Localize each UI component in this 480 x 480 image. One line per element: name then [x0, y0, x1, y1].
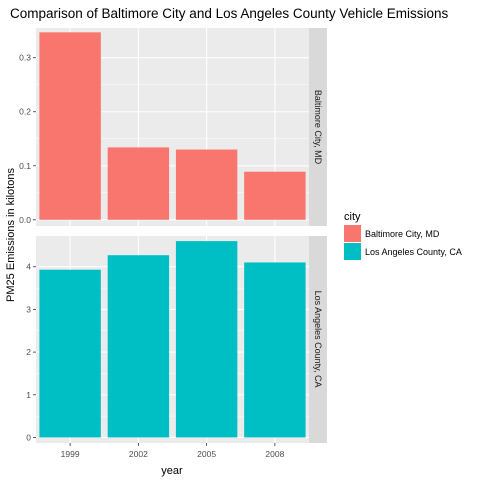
- y-tick-label-los-angeles: 3: [26, 304, 31, 314]
- legend: city Baltimore City, MD Los Angeles Coun…: [344, 211, 462, 260]
- bar-los-angeles-2002: [107, 255, 170, 438]
- chart-title: Comparison of Baltimore City and Los Ang…: [10, 6, 448, 21]
- y-tick-label-baltimore: 0.1: [19, 161, 31, 171]
- bars-layer: [39, 32, 306, 438]
- x-tick-label-2002: 2002: [129, 449, 148, 459]
- x-tick-label-1999: 1999: [61, 449, 80, 459]
- bar-baltimore-2005: [175, 149, 238, 220]
- ticks-layer: 0.0 0.1 0.2 0.3 0 1 2 3 4 1999 2002 2005 2008: [19, 53, 284, 459]
- bar-los-angeles-2005: [175, 241, 238, 438]
- y-tick-label-los-angeles: 1: [26, 390, 31, 400]
- y-tick-label-los-angeles: 2: [26, 347, 31, 357]
- strip-background-top: [309, 28, 327, 226]
- x-axis-title: year: [161, 465, 183, 477]
- strip-label-los-angeles: Los Angeles County, CA: [313, 291, 323, 388]
- strip-label-baltimore: Baltimore City, MD: [313, 90, 323, 165]
- legend-key-los-angeles: [344, 243, 361, 260]
- bar-baltimore-2008: [244, 171, 306, 220]
- strip-background-bottom: [309, 236, 327, 443]
- legend-title: city: [344, 211, 361, 223]
- x-tick-label-2005: 2005: [197, 449, 216, 459]
- y-tick-label-baltimore: 0.0: [19, 215, 31, 225]
- bar-los-angeles-1999: [39, 269, 101, 438]
- bar-baltimore-1999: [39, 32, 101, 220]
- legend-label-baltimore: Baltimore City, MD: [365, 229, 440, 239]
- y-tick-label-los-angeles: 4: [26, 262, 31, 272]
- y-tick-label-baltimore: 0.2: [19, 107, 31, 117]
- x-tick-label-2008: 2008: [265, 449, 284, 459]
- y-tick-label-los-angeles: 0: [26, 432, 31, 442]
- legend-label-los-angeles: Los Angeles County, CA: [365, 247, 462, 257]
- legend-key-baltimore: [344, 225, 361, 242]
- bar-los-angeles-2008: [244, 262, 306, 438]
- bar-baltimore-2002: [107, 147, 170, 220]
- y-tick-label-baltimore: 0.3: [19, 53, 31, 63]
- y-axis-title: PM25 Emissions in kilotons: [5, 168, 17, 302]
